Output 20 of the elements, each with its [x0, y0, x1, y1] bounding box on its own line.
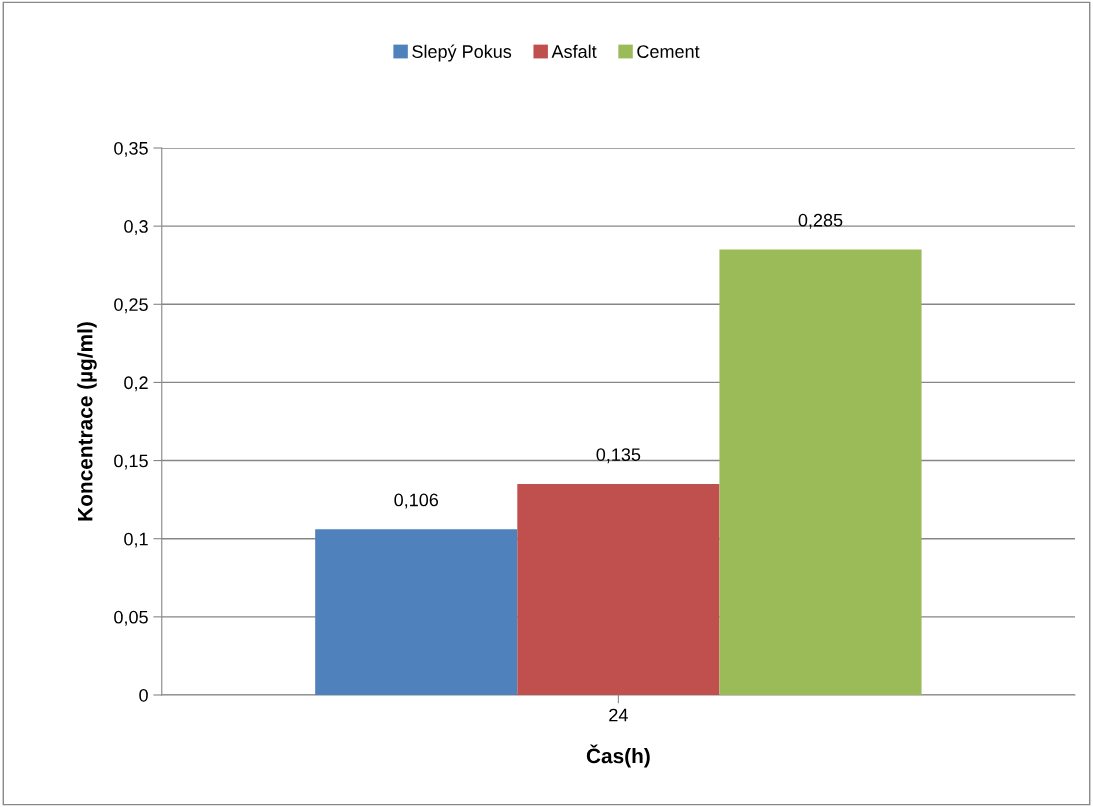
y-tick-label: 0,3 [124, 220, 148, 235]
data-label: 0,106 [394, 493, 439, 509]
y-tick-label: 0,35 [114, 141, 148, 157]
y-tick-label: 0,25 [114, 298, 148, 314]
legend-label: Slepý Pokus [412, 44, 512, 62]
data-label: 0,285 [798, 213, 843, 229]
bar [517, 484, 720, 695]
legend-label: Asfalt [551, 44, 597, 58]
y-tick-label: 0,2 [124, 376, 148, 392]
data-label: 0,135 [596, 448, 641, 464]
y-tick-label: 0,05 [114, 610, 148, 626]
y-tick-label: 0,1 [124, 532, 148, 548]
legend-label: Cement [637, 45, 700, 58]
y-axis-title: Koncentrace (µg/ml) [77, 322, 97, 521]
y-tick-label: 0 [139, 688, 148, 702]
bar [719, 249, 922, 695]
x-tick-label: 24 [609, 708, 628, 722]
x-axis-title: Čas(h) [586, 744, 650, 768]
y-tick-label: 0,15 [114, 454, 148, 470]
bar [315, 529, 518, 695]
